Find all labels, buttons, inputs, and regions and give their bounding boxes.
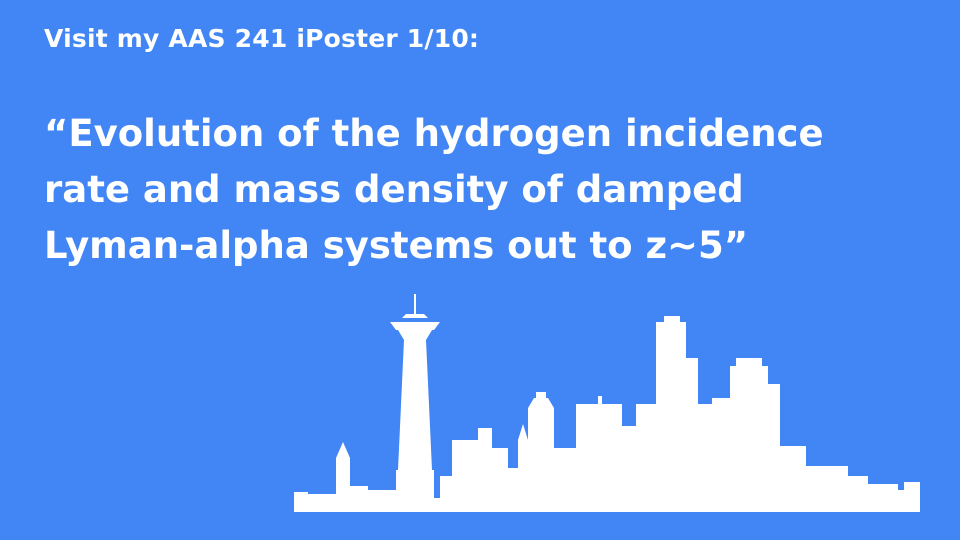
slide-title-line-1: “Evolution of the hydrogen incidence (44, 112, 824, 155)
slide-title-line-2: rate and mass density of damped (44, 168, 744, 211)
slide-title-line-3: Lyman-alpha systems out to z~5” (44, 224, 749, 267)
slide-title: “Evolution of the hydrogen incidence rat… (44, 106, 924, 274)
slide-subtitle: Visit my AAS 241 iPoster 1/10: (44, 24, 480, 53)
